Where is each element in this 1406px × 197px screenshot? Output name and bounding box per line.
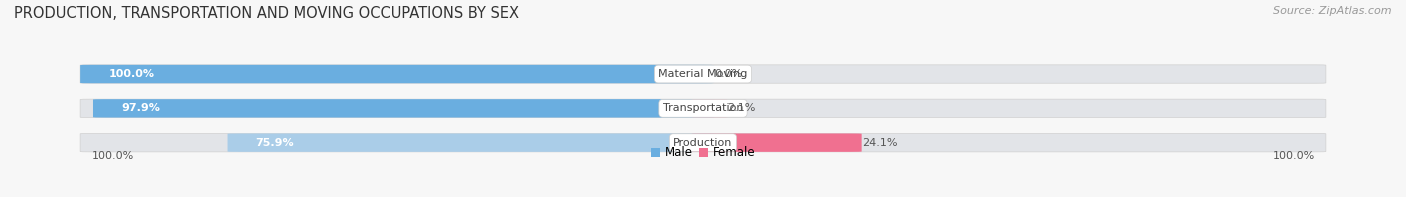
Text: 75.9%: 75.9% (256, 138, 294, 148)
Text: 100.0%: 100.0% (108, 69, 155, 79)
Text: 24.1%: 24.1% (862, 138, 897, 148)
Legend: Male, Female: Male, Female (645, 142, 761, 164)
Text: Transportation: Transportation (662, 103, 744, 113)
Text: Source: ZipAtlas.com: Source: ZipAtlas.com (1274, 6, 1392, 16)
FancyBboxPatch shape (80, 65, 1326, 83)
FancyBboxPatch shape (93, 99, 714, 118)
Text: 0.0%: 0.0% (714, 69, 742, 79)
FancyBboxPatch shape (692, 134, 862, 152)
Text: PRODUCTION, TRANSPORTATION AND MOVING OCCUPATIONS BY SEX: PRODUCTION, TRANSPORTATION AND MOVING OC… (14, 6, 519, 21)
FancyBboxPatch shape (692, 99, 727, 118)
FancyBboxPatch shape (80, 134, 1326, 152)
FancyBboxPatch shape (228, 134, 714, 152)
Text: Production: Production (673, 138, 733, 148)
Text: 100.0%: 100.0% (91, 151, 134, 161)
FancyBboxPatch shape (80, 65, 714, 83)
Text: 97.9%: 97.9% (121, 103, 160, 113)
Text: 100.0%: 100.0% (1272, 151, 1315, 161)
FancyBboxPatch shape (80, 99, 1326, 118)
Text: Material Moving: Material Moving (658, 69, 748, 79)
Text: 2.1%: 2.1% (727, 103, 755, 113)
